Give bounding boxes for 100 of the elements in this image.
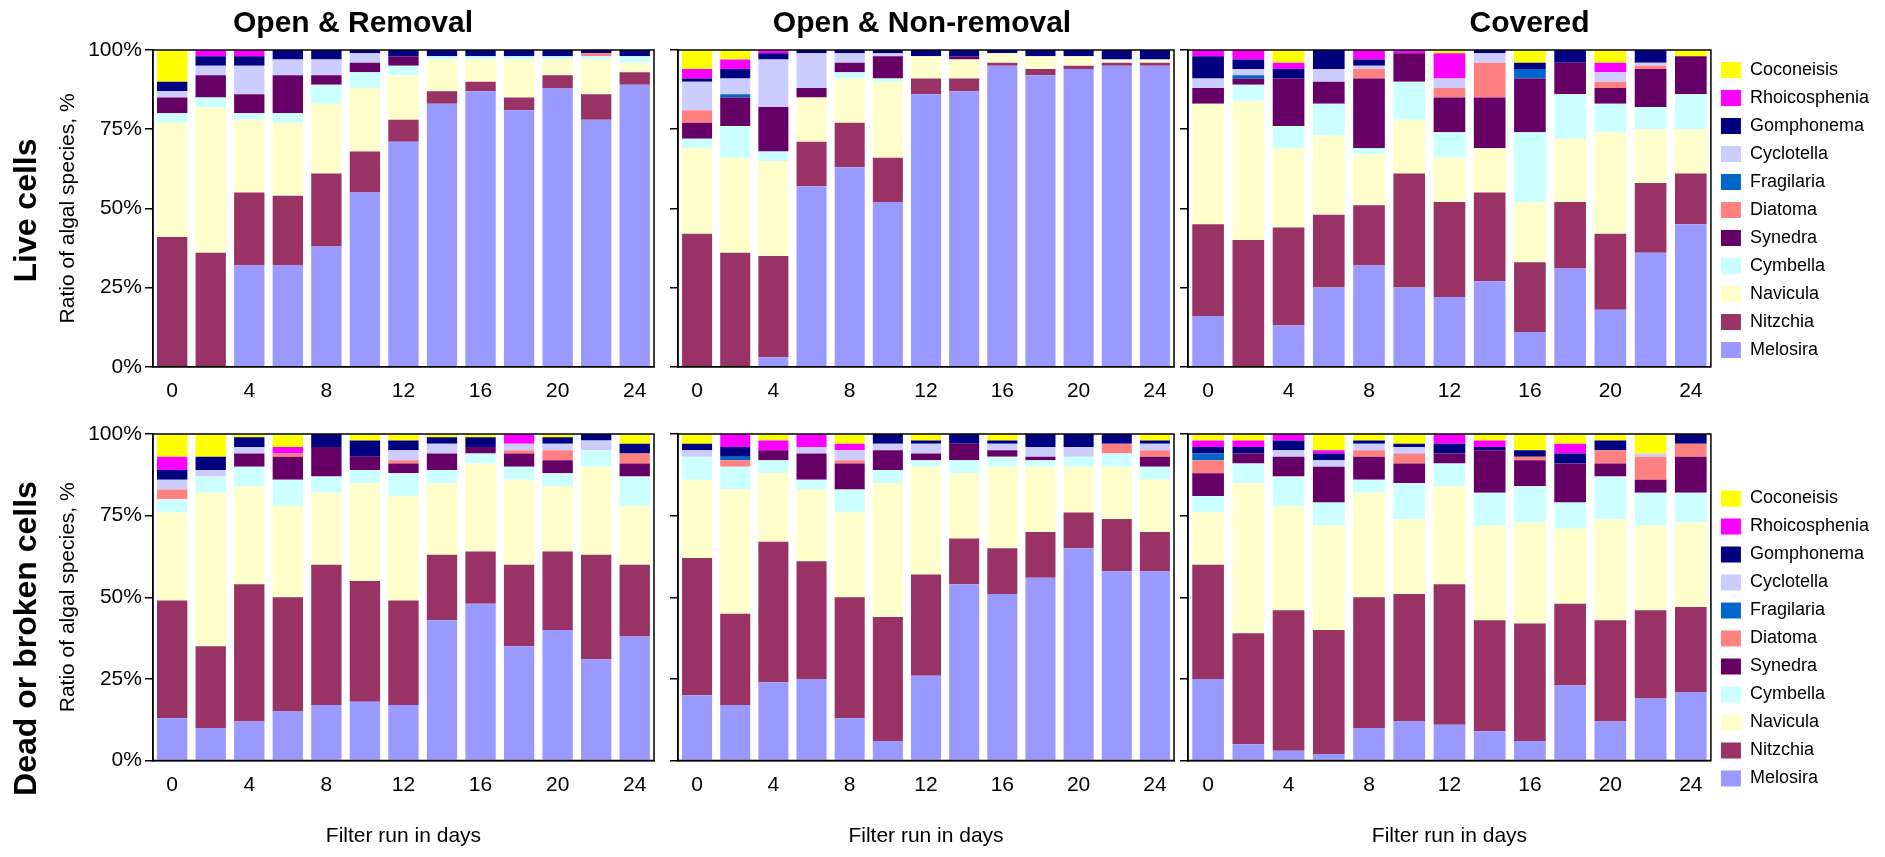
chart-title: Covered (1469, 5, 1590, 39)
bar (834, 443, 865, 451)
bar (1353, 69, 1385, 79)
bar (1272, 62, 1305, 70)
bar (1312, 103, 1345, 136)
bar (1353, 65, 1385, 70)
bar (758, 59, 789, 108)
bar (272, 75, 303, 114)
bar (1063, 548, 1094, 760)
bar (1554, 443, 1586, 454)
bar (1514, 50, 1546, 63)
bar (542, 88, 573, 367)
bar (349, 440, 381, 457)
bar (910, 56, 942, 79)
bar (1272, 456, 1305, 477)
bar (1674, 522, 1707, 608)
x-tick-label: 0 (691, 772, 703, 795)
bar (311, 564, 342, 706)
bar (195, 56, 226, 66)
bar (1353, 443, 1385, 451)
bar (426, 56, 458, 60)
bar (195, 727, 226, 760)
bar (388, 600, 419, 706)
legend-label: Melosira (1749, 338, 1819, 359)
bar (796, 53, 827, 89)
bar (1393, 594, 1426, 722)
legend-label: Rhoicosphenia (1749, 86, 1870, 107)
bar (388, 56, 419, 66)
bar (1063, 434, 1094, 448)
bar (349, 469, 381, 483)
bar (1101, 50, 1132, 60)
bar (542, 450, 573, 461)
bar (796, 561, 827, 679)
bar (682, 110, 713, 123)
bar (987, 443, 1018, 451)
x-tick-label: 4 (243, 378, 256, 402)
bar (272, 453, 303, 457)
bar (1433, 88, 1466, 98)
bar (834, 463, 865, 490)
bar (1312, 453, 1345, 461)
bar (157, 489, 188, 500)
bar (1139, 440, 1170, 444)
bar (272, 50, 303, 60)
bar (388, 119, 419, 142)
bar (1312, 466, 1345, 503)
legend-label: Nitzchia (1749, 739, 1815, 760)
bar (1232, 440, 1265, 448)
bar (1594, 81, 1627, 89)
bar (272, 195, 303, 266)
bar (1232, 84, 1265, 101)
bar (720, 252, 751, 367)
bar (910, 574, 942, 676)
bar (1312, 525, 1345, 630)
bar (195, 97, 226, 108)
bar (1594, 434, 1627, 441)
bar (465, 59, 496, 82)
bar (1272, 148, 1305, 228)
bar (1272, 450, 1305, 457)
bar (1594, 440, 1627, 451)
x-tick-label: 12 (1437, 378, 1462, 402)
bar (1554, 62, 1586, 95)
bar (1674, 129, 1707, 174)
bar (1025, 75, 1056, 367)
y-tick-label: 75% (99, 116, 142, 139)
bar (834, 78, 865, 123)
bar (234, 453, 265, 467)
bar (987, 62, 1018, 66)
x-axis-title: Filter run in days (848, 823, 1004, 847)
bar (1101, 571, 1132, 760)
bar (465, 463, 496, 552)
x-tick-label: 8 (1363, 378, 1375, 402)
bar (1514, 486, 1546, 523)
x-tick-label: 4 (767, 378, 780, 402)
bar (1514, 450, 1546, 457)
bar (1312, 754, 1345, 760)
x-tick-label: 0 (1202, 772, 1214, 795)
bar (465, 437, 496, 448)
bar (1272, 126, 1305, 149)
bar (1514, 132, 1546, 203)
bar (1312, 629, 1345, 755)
bar (388, 473, 419, 497)
bar (910, 675, 942, 760)
bar (195, 476, 226, 493)
bar (1594, 518, 1627, 621)
bar (796, 447, 827, 454)
bar (682, 148, 713, 234)
bar (1554, 603, 1586, 686)
bar (1634, 107, 1667, 130)
x-tick-label: 12 (1437, 772, 1462, 795)
bar (910, 466, 942, 575)
bar (949, 443, 980, 461)
bar (1473, 440, 1506, 448)
bar (872, 157, 903, 203)
bar (1554, 50, 1586, 63)
bar (1393, 434, 1426, 444)
bar (1393, 447, 1426, 454)
bar (1473, 492, 1506, 526)
bar (619, 72, 650, 85)
bar (619, 505, 650, 565)
bar (1393, 463, 1426, 483)
